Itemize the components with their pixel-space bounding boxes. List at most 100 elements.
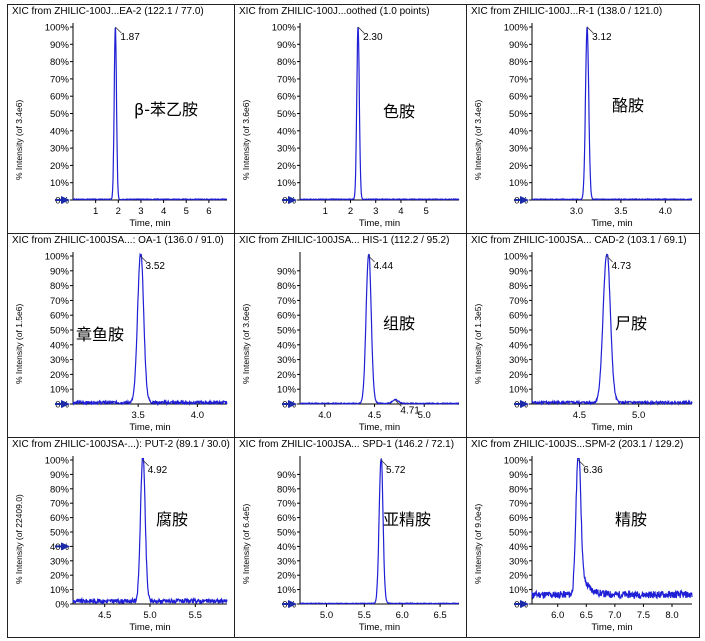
y-tick-label: 100% — [504, 252, 529, 263]
y-tick-label: 50% — [50, 326, 70, 337]
peak-label: 6.36 — [583, 465, 603, 476]
peak-leader — [142, 459, 150, 467]
y-tick-label: 50% — [509, 326, 529, 337]
y-tick-label: 90% — [50, 266, 70, 277]
y-tick-label: 90% — [509, 40, 529, 51]
x-tick-label: 4 — [398, 206, 403, 217]
x-tick-label: 5.0 — [418, 410, 431, 421]
peak-leader — [357, 26, 365, 34]
compound-name: 尸胺 — [615, 314, 648, 333]
compound-name: 亚精胺 — [383, 510, 432, 529]
baseline-marker-icon — [520, 600, 529, 608]
y-tick-label: 70% — [50, 499, 70, 510]
baseline-marker-icon — [61, 196, 70, 204]
y-tick-label: 50% — [277, 326, 297, 337]
y-tick-label: 40% — [509, 126, 529, 137]
chromatogram-panel: XIC from ZHILIC-100JSA-...): PUT-2 (89.1… — [8, 438, 235, 638]
peak-leader — [115, 26, 122, 34]
y-tick-label: 90% — [277, 470, 297, 481]
y-tick-label: 50% — [50, 109, 70, 120]
baseline-marker-icon — [61, 400, 70, 408]
x-tick-label: 1 — [93, 206, 98, 217]
x-axis-label: Time, min — [591, 622, 633, 633]
y-tick-label: 60% — [277, 513, 297, 524]
y-tick-label: 50% — [277, 109, 297, 120]
baseline-marker-icon — [61, 542, 70, 551]
baseline-marker-icon — [520, 196, 529, 204]
chart-svg: 0%10%20%30%40%50%60%70%80%90%100%4.55.04… — [504, 252, 693, 421]
chromatogram-panel: XIC from ZHILIC-100JS...SPM-2 (203.1 / 1… — [467, 438, 700, 638]
y-tick-label: 10% — [509, 385, 529, 396]
x-tick-label: 3 — [138, 206, 143, 217]
peak-label: 3.12 — [592, 32, 612, 43]
x-axis-label: Time, min — [591, 218, 633, 229]
peak-label: 5.72 — [386, 465, 406, 476]
x-tick-label: 5.0 — [320, 610, 333, 621]
y-tick-label: 20% — [50, 161, 70, 172]
x-tick-label: 3 — [373, 206, 378, 217]
y-tick-label: 80% — [509, 484, 529, 495]
chart-svg: 0%10%20%30%40%50%60%70%80%90%100%3.54.03… — [45, 252, 228, 421]
chromatogram-trace — [72, 252, 228, 407]
baseline-marker-icon — [520, 400, 529, 408]
peak-label: 4.73 — [612, 261, 632, 272]
y-tick-label: 50% — [277, 528, 297, 539]
chromatogram-trace — [299, 27, 460, 201]
panel-title: XIC from ZHILIC-100J...EA-2 (122.1 / 77.… — [12, 6, 204, 17]
peak-leader — [140, 255, 147, 263]
x-tick-label: 2 — [116, 206, 121, 217]
panel-title: XIC from ZHILIC-100JS...SPM-2 (203.1 / 1… — [471, 439, 684, 450]
x-tick-label: 2 — [348, 206, 353, 217]
x-tick-label: 4.5 — [573, 410, 586, 421]
y-tick-label: 40% — [277, 126, 297, 137]
y-tick-label: 90% — [277, 40, 297, 51]
x-tick-label: 1 — [323, 206, 328, 217]
y-tick-label: 10% — [50, 585, 70, 596]
y-tick-label: 10% — [50, 178, 70, 189]
x-tick-label: 3.0 — [570, 206, 583, 217]
x-tick-label: 7.0 — [608, 610, 621, 621]
chromatogram-panel: XIC from ZHILIC-100JSA... SPD-1 (146.2 /… — [235, 438, 467, 638]
x-tick-label: 6.0 — [551, 610, 564, 621]
compound-name: 组胺 — [383, 314, 416, 333]
x-tick-label: 6.5 — [580, 610, 593, 621]
peak-label: 4.92 — [148, 465, 168, 476]
x-axis-label: Time, min — [358, 622, 401, 633]
peak-leader — [578, 459, 585, 467]
y-tick-label: 60% — [50, 513, 70, 524]
compound-name: 腐胺 — [156, 510, 189, 529]
peak-label: 4.71 — [400, 405, 420, 416]
y-axis-label: % Intensity (of 9.0e4) — [473, 503, 483, 584]
y-tick-label: 40% — [277, 340, 297, 351]
chart-svg: 0%10%20%30%40%50%60%70%80%90%100%123452.… — [272, 23, 460, 217]
y-tick-label: 40% — [509, 340, 529, 351]
y-tick-label: 10% — [277, 585, 297, 596]
y-tick-label: 10% — [509, 585, 529, 596]
y-tick-label: 10% — [50, 385, 70, 396]
x-tick-label: 4.5 — [98, 610, 111, 621]
panel-title: XIC from ZHILIC-100J...R-1 (138.0 / 121.… — [471, 6, 663, 17]
chromatogram-trace — [299, 253, 460, 406]
compound-name: β-苯乙胺 — [134, 100, 198, 119]
y-tick-label: 20% — [277, 571, 297, 582]
chart-svg: 0%10%20%30%40%50%60%70%80%90%4.04.55.04.… — [277, 252, 460, 421]
panel-title: XIC from ZHILIC-100JSA-...): PUT-2 (89.1… — [12, 439, 230, 450]
peak-leader — [368, 255, 375, 263]
y-tick-label: 20% — [50, 571, 70, 582]
x-tick-label: 7.5 — [637, 610, 650, 621]
chart-svg: 0%10%20%30%40%50%60%70%80%90%100%3.03.54… — [504, 23, 693, 217]
y-tick-label: 90% — [277, 266, 297, 277]
y-axis-label: % Intensity (of 3.4e6) — [14, 99, 24, 180]
y-tick-label: 40% — [50, 126, 70, 137]
x-tick-label: 4.0 — [318, 410, 331, 421]
panel-title: XIC from ZHILIC-100JSA... CAD-2 (103.1 /… — [471, 235, 687, 246]
y-tick-label: 20% — [277, 161, 297, 172]
baseline-marker-icon — [288, 400, 297, 408]
panel-title: XIC from ZHILIC-100JSA...: OA-1 (136.0 /… — [12, 235, 224, 246]
y-tick-label: 90% — [509, 266, 529, 277]
x-tick-label: 5 — [424, 206, 429, 217]
x-tick-label: 8.0 — [665, 610, 678, 621]
y-tick-label: 20% — [277, 370, 297, 381]
y-tick-label: 40% — [50, 340, 70, 351]
y-tick-label: 70% — [509, 74, 529, 85]
